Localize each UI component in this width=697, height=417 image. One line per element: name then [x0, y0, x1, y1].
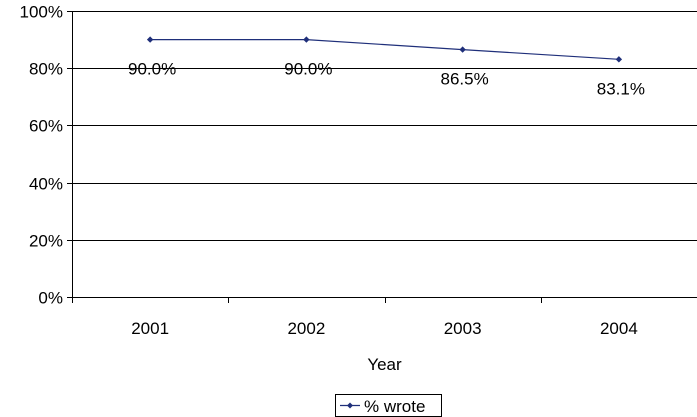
series-group	[146, 36, 623, 63]
gridlines	[72, 11, 697, 241]
legend-label: % wrote	[364, 397, 425, 416]
x-tick-label: 2001	[131, 319, 169, 338]
legend-marker-icon	[347, 402, 353, 409]
legend: % wrote	[335, 394, 442, 417]
x-axis-title: Year	[367, 355, 402, 374]
y-tick-label: 60%	[29, 117, 63, 136]
data-point-marker	[146, 36, 154, 43]
x-tick-label: 2002	[287, 319, 325, 338]
y-tick-label: 0%	[38, 289, 63, 308]
y-tick-label: 20%	[29, 232, 63, 251]
data-point-marker	[459, 46, 466, 53]
y-tick-label: 80%	[29, 60, 63, 79]
data-label: 86.5%	[441, 70, 489, 89]
series-line	[150, 38, 619, 60]
x-axis-ticks: 2001 2002 2003 2004	[72, 297, 638, 338]
x-tick-label: 2004	[600, 319, 638, 338]
data-point-marker	[303, 36, 310, 43]
y-tick-label: 100%	[20, 3, 63, 22]
data-labels: 90.0% 90.0% 86.5% 83.1%	[128, 60, 645, 99]
data-point-marker	[615, 56, 623, 63]
y-axis-ticks: 0% 20% 40% 60% 80% 100%	[20, 3, 72, 308]
data-label: 83.1%	[597, 79, 645, 98]
y-tick-label: 40%	[29, 175, 63, 194]
data-label: 90.0%	[128, 60, 176, 79]
x-tick-label: 2003	[444, 319, 482, 338]
axes	[72, 11, 697, 298]
data-label: 90.0%	[284, 60, 332, 79]
